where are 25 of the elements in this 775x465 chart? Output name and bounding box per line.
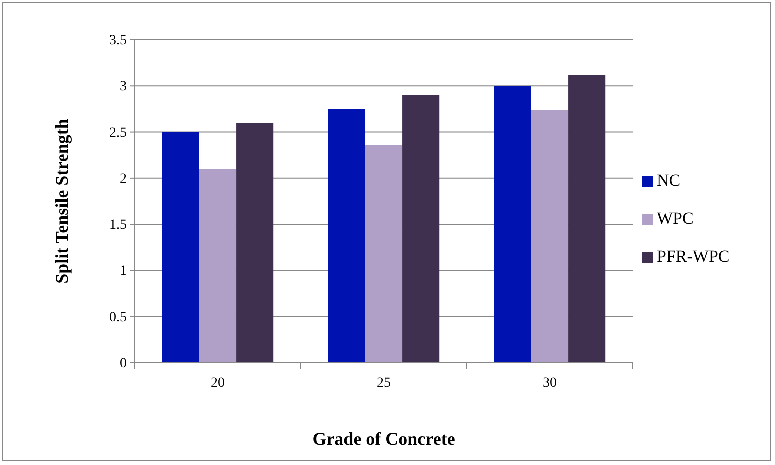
y-tick-label: 0.5: [110, 310, 127, 326]
x-tick-label: 30: [543, 376, 557, 391]
y-tick-label: 3.5: [110, 33, 127, 48]
y-tick-label: 0: [120, 356, 127, 372]
legend-label: PFR-WPC: [657, 247, 730, 266]
bar: [402, 95, 440, 363]
bar: [328, 109, 366, 363]
x-tick-label: 25: [377, 376, 391, 391]
y-tick-label: 1: [120, 264, 127, 280]
bar: [199, 169, 237, 363]
legend-label: NC: [657, 171, 681, 190]
y-tick-label: 2: [120, 172, 127, 187]
y-axis-title: Split Tensile Strength: [52, 119, 72, 284]
bar: [236, 123, 274, 363]
bar: [494, 86, 532, 363]
bar: [531, 110, 569, 363]
bar: [365, 145, 403, 363]
y-tick-label: 1.5: [110, 218, 127, 234]
y-tick-label: 2.5: [110, 126, 127, 141]
bar: [162, 132, 200, 363]
legend-label: WPC: [657, 209, 694, 228]
bar: [568, 75, 606, 363]
y-tick-label: 3: [120, 80, 127, 95]
x-tick-label: 20: [211, 376, 225, 391]
x-axis-title: Grade of Concrete: [312, 429, 456, 449]
